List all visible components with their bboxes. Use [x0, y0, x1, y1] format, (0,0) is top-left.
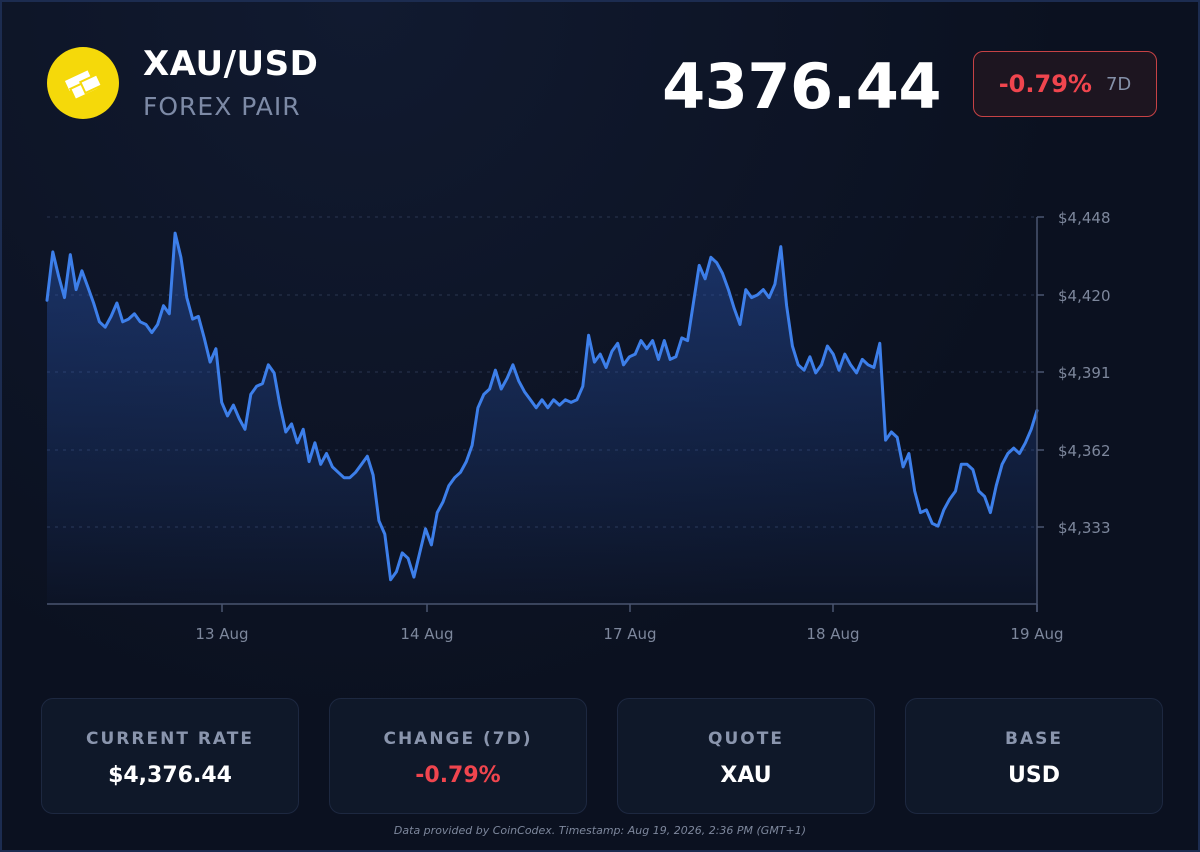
x-tick-label: 17 Aug [603, 625, 656, 643]
change-period: 7D [1105, 73, 1132, 95]
change-value: -0.79% [998, 70, 1092, 98]
current-price: 4376.44 [662, 50, 941, 123]
y-tick-label: $4,420 [1058, 287, 1111, 305]
card-label: QUOTE [708, 729, 784, 749]
card-value: $4,376.44 [108, 763, 232, 788]
pair-subtitle: FOREX PAIR [143, 92, 301, 121]
y-tick-label: $4,391 [1058, 364, 1111, 382]
x-tick-label: 14 Aug [400, 625, 453, 643]
card-label: BASE [1005, 729, 1063, 749]
change-badge[interactable]: -0.79% 7D [973, 51, 1157, 117]
x-tick-label: 19 Aug [1010, 625, 1063, 643]
pair-title: XAU/USD [143, 44, 319, 84]
card-base: BASE USD [905, 698, 1163, 814]
price-chart: $4,448 $4,420 $4,391 $4,362 $4,333 13 Aug 14 A… [45, 209, 1111, 643]
card-quote: QUOTE XAU [617, 698, 875, 814]
card-label: CURRENT RATE [86, 729, 254, 749]
card-current-rate: CURRENT RATE $4,376.44 [41, 698, 299, 814]
data-attribution: Data provided by CoinCodex. Timestamp: A… [393, 824, 807, 837]
price-area [47, 233, 1037, 604]
x-tick-label: 18 Aug [806, 625, 859, 643]
card-value: XAU [720, 763, 772, 788]
x-tick-label: 13 Aug [195, 625, 248, 643]
price-line [45, 231, 1039, 582]
card-label: CHANGE (7D) [383, 729, 533, 749]
gold-bars-icon [47, 47, 119, 119]
y-tick-label: $4,448 [1058, 209, 1111, 227]
card-value: -0.79% [415, 763, 501, 788]
y-tick-label: $4,333 [1058, 519, 1111, 537]
card-change: CHANGE (7D) -0.79% [329, 698, 587, 814]
y-tick-label: $4,362 [1058, 442, 1111, 460]
card-value: USD [1008, 763, 1060, 788]
